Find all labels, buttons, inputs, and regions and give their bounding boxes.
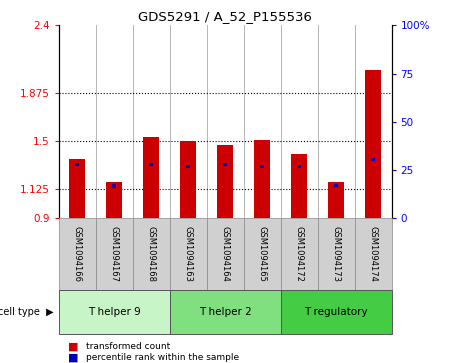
Bar (260, 164, 264, 168)
Bar (69, 159, 86, 218)
Text: GSM1094163: GSM1094163 (184, 226, 193, 282)
Bar (334, 184, 338, 187)
Bar (58, 290, 170, 334)
Text: T regulatory: T regulatory (304, 307, 368, 317)
Bar (243, 218, 280, 290)
Bar (328, 182, 344, 218)
Bar (149, 163, 153, 166)
Text: GSM1094168: GSM1094168 (147, 226, 156, 282)
Text: GSM1094167: GSM1094167 (109, 226, 118, 282)
Bar (318, 218, 355, 290)
Bar (112, 184, 116, 188)
Text: GSM1094172: GSM1094172 (294, 226, 303, 282)
Text: GSM1094173: GSM1094173 (332, 226, 341, 282)
Text: transformed count: transformed count (86, 342, 170, 351)
Text: percentile rank within the sample: percentile rank within the sample (86, 353, 238, 362)
Text: GSM1094166: GSM1094166 (72, 226, 81, 282)
Bar (180, 141, 196, 218)
Text: GSM1094164: GSM1094164 (220, 226, 230, 282)
Text: GSM1094165: GSM1094165 (257, 226, 266, 282)
Title: GDS5291 / A_52_P155536: GDS5291 / A_52_P155536 (138, 10, 312, 23)
Bar (207, 218, 243, 290)
Text: cell type  ▶: cell type ▶ (0, 307, 54, 317)
Bar (186, 165, 190, 168)
Bar (223, 163, 227, 167)
Bar (355, 218, 392, 290)
Bar (75, 163, 79, 166)
Bar (106, 182, 122, 218)
Bar (280, 218, 318, 290)
Bar (291, 154, 307, 218)
Text: GSM1094174: GSM1094174 (369, 226, 378, 282)
Bar (254, 139, 270, 218)
Bar (217, 145, 233, 218)
Text: ■: ■ (68, 342, 78, 352)
Bar (170, 290, 280, 334)
Bar (143, 137, 159, 218)
Bar (297, 165, 301, 168)
Bar (95, 218, 132, 290)
Text: T helper 2: T helper 2 (198, 307, 252, 317)
Bar (371, 158, 375, 161)
Bar (58, 218, 95, 290)
Bar (132, 218, 170, 290)
Text: T helper 9: T helper 9 (88, 307, 140, 317)
Bar (170, 218, 207, 290)
Text: ■: ■ (68, 352, 78, 363)
Bar (280, 290, 392, 334)
Bar (364, 70, 381, 218)
